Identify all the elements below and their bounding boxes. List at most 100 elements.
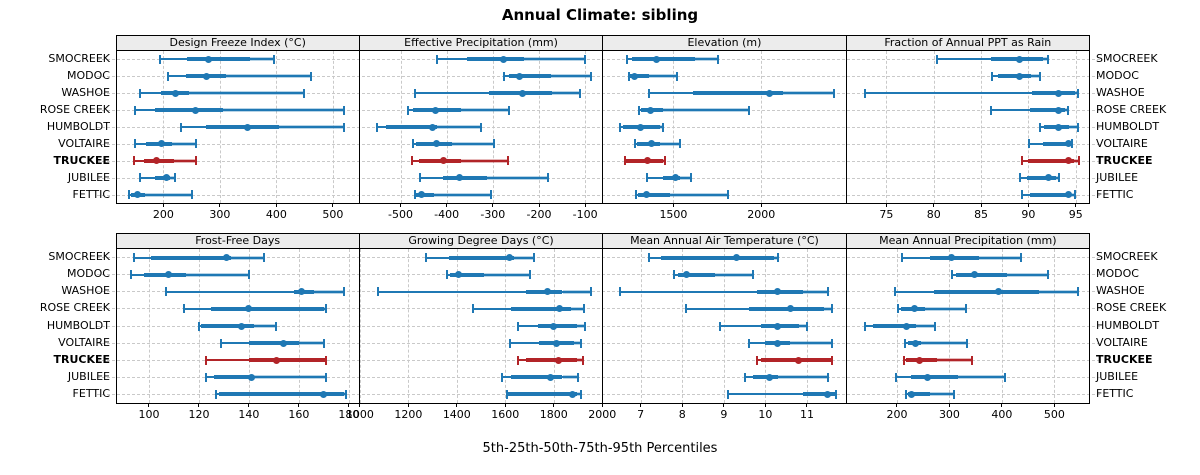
percentile-range-line <box>991 109 1069 112</box>
median-dot <box>203 72 211 80</box>
axis-tick-label: 500 <box>1043 408 1065 421</box>
x-axis-label: 5th-25th-50th-75th-95th Percentiles <box>482 441 718 456</box>
axis-tick-label: 500 <box>322 208 344 221</box>
v-gridline <box>492 51 494 203</box>
upper-band-bar <box>1071 192 1075 197</box>
whisker-cap-high <box>577 372 580 382</box>
axis-tick-label: 100 <box>138 408 160 421</box>
median-dot <box>1055 106 1063 114</box>
axis-tick-label: 11 <box>799 408 814 421</box>
axis-tick-label: 1400 <box>442 408 471 421</box>
percentile-range-line <box>638 109 749 112</box>
whisker-cap-low <box>425 253 428 263</box>
axis-tick <box>948 403 950 407</box>
upper-band-bar <box>223 108 345 113</box>
axis-tick-label: 90 <box>1021 208 1036 221</box>
upper-band-bar <box>343 392 347 397</box>
whisker-cap-low <box>1028 139 1031 149</box>
whisker-cap-low <box>411 139 414 149</box>
axis-tick <box>348 403 350 407</box>
percentile-range-line <box>906 393 955 396</box>
whisker-cap-low <box>471 304 474 314</box>
axis-tick <box>553 403 555 407</box>
axis-tick-label: 1600 <box>491 408 520 421</box>
median-dot <box>1055 123 1063 131</box>
upper-band-bar <box>802 289 828 294</box>
whisker-cap-low <box>133 156 135 166</box>
whisker-cap-low <box>134 105 137 115</box>
axis-tick-label: -400 <box>434 208 460 221</box>
iqr-bar <box>386 125 437 129</box>
panel-plot <box>115 248 360 404</box>
site-label-right: JUBILEE <box>1096 170 1139 184</box>
v-gridline <box>348 249 350 403</box>
iqr-bar <box>956 272 1008 277</box>
whisker-cap-high <box>1047 54 1050 64</box>
axis-tick <box>538 203 540 207</box>
panel-strip: Mean Annual Air Temperature (°C) <box>602 233 847 249</box>
panel-strip: Effective Precipitation (mm) <box>358 35 604 51</box>
whisker-cap-high <box>965 304 968 314</box>
axis-tick <box>1027 203 1029 207</box>
upper-band-bar <box>278 125 345 129</box>
percentile-range-line <box>748 342 832 345</box>
whisker-cap-low <box>935 54 938 64</box>
v-gridline <box>163 51 165 203</box>
axis-tick-label: 140 <box>238 408 260 421</box>
whisker-cap-high <box>830 338 833 348</box>
whisker-cap-high <box>661 122 664 132</box>
site-label-right: TRUCKEE <box>1096 352 1153 366</box>
h-gridline <box>97 92 1100 94</box>
median-dot <box>644 157 652 165</box>
median-dot <box>162 174 170 182</box>
panel-strip: Mean Annual Precipitation (mm) <box>845 233 1090 249</box>
site-label-left: WASHOE <box>61 284 110 298</box>
whisker-cap-high <box>747 105 750 115</box>
whisker-cap-low <box>990 105 993 115</box>
axis-tick <box>359 403 361 407</box>
whisker-cap-high <box>1077 156 1080 166</box>
median-dot <box>1044 174 1052 182</box>
site-label-right: FETTIC <box>1096 387 1134 401</box>
iqr-bar <box>933 289 1040 294</box>
upper-band-bar <box>551 91 580 96</box>
axis-tick-label: 300 <box>209 208 231 221</box>
iqr-bar <box>211 306 324 311</box>
whisker-cap-high <box>826 372 829 382</box>
iqr-bar <box>248 341 299 346</box>
whisker-cap-high <box>1076 287 1079 297</box>
axis-tick <box>456 403 458 407</box>
iqr-bar <box>632 57 696 62</box>
v-gridline <box>539 51 540 203</box>
axis-tick <box>885 203 887 207</box>
site-label-left: HUMBOLDT <box>46 318 110 332</box>
axis-tick-label: 200 <box>152 208 174 221</box>
whisker-cap-low <box>407 105 410 115</box>
axis-tick <box>198 403 200 407</box>
median-dot <box>766 373 774 381</box>
whisker-cap-low <box>445 270 448 280</box>
upper-band-bar <box>145 192 192 197</box>
whisker-cap-high <box>195 139 198 149</box>
whisker-cap-high <box>489 190 492 200</box>
upper-band-bar <box>436 125 482 129</box>
whisker-cap-low <box>419 173 422 183</box>
whisker-cap-low <box>205 372 208 382</box>
axis-tick-label: 9 <box>720 408 728 421</box>
median-dot <box>247 373 255 381</box>
median-dot <box>455 174 463 182</box>
whisker-cap-high <box>493 139 496 149</box>
whisker-cap-high <box>776 253 779 263</box>
whisker-cap-low <box>645 173 648 183</box>
whisker-cap-low <box>182 304 185 314</box>
upper-band-bar <box>298 341 324 346</box>
axis-tick <box>806 403 808 407</box>
axis-tick <box>584 203 586 207</box>
h-gridline <box>97 75 1100 77</box>
median-dot <box>824 390 832 398</box>
upper-band-bar <box>782 91 835 96</box>
iqr-bar <box>1030 108 1066 113</box>
whisker-cap-high <box>689 173 692 183</box>
panel-title: Mean Annual Air Temperature (°C) <box>630 234 819 247</box>
median-dot <box>506 254 514 262</box>
